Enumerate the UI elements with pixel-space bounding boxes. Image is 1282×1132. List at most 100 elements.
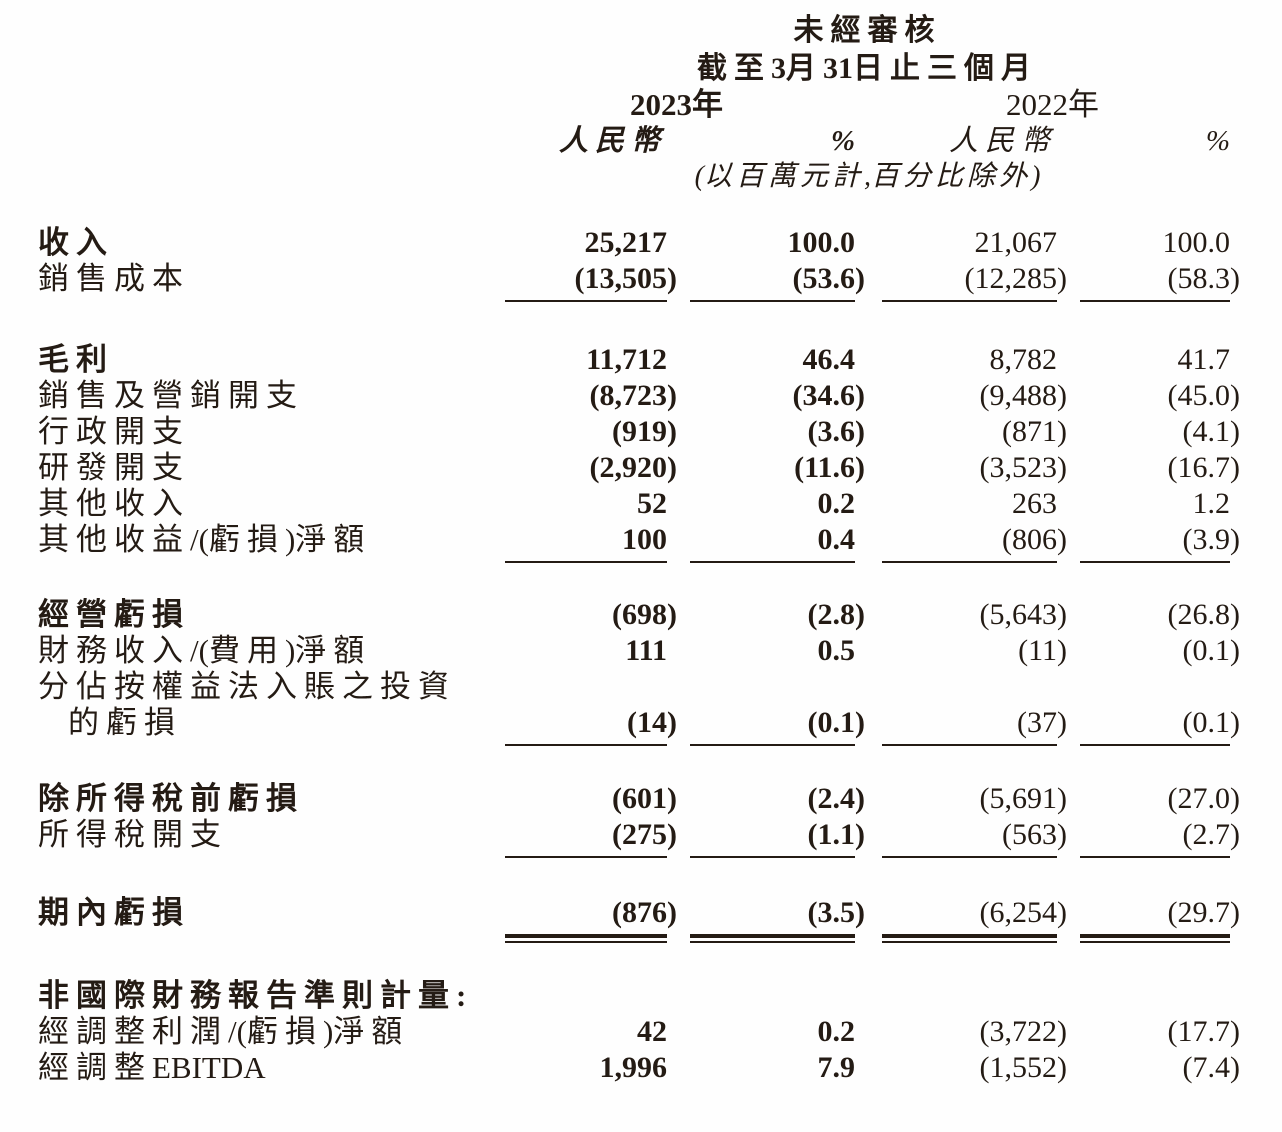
cell-2023-pct: (2.4) (807, 782, 866, 815)
unaudited-title: 未經審核 (793, 14, 942, 47)
row-label: 分佔按權益法入賬之投資 的虧損 (38, 669, 505, 741)
cell-2022-rmb: (11) (1018, 634, 1067, 667)
row-selling-marketing-expenses: 銷售及營銷開支 (8,723) (34.6) (9,488) (45.0) (38, 378, 1282, 414)
cell-2022-pct (1080, 978, 1230, 1014)
row-operating-loss: 經營虧損 (698) (2.8) (5,643) (26.8) (38, 597, 1282, 633)
row-adjusted-ebitda: 經調整EBITDA 1,996 7.9 (1,552) (7.4) (38, 1050, 1282, 1086)
cell-2023-pct: (3.5) (690, 895, 865, 943)
cell-2023-rmb: (13,505) (505, 261, 677, 302)
cell-2022-rmb: (3,722) (979, 1015, 1068, 1048)
cell-2022-pct: (4.1) (1182, 415, 1241, 448)
cell-2022-pct: (29.7) (1080, 895, 1240, 943)
cell-2023-pct: 7.9 (817, 1051, 856, 1084)
cell-2023-rmb: 1,996 (599, 1051, 668, 1084)
row-income-tax-expense: 所得稅開支 (275) (1.1) (563) (2.7) (38, 817, 1282, 858)
row-revenue: 收入 25,217 100.0 21,067 100.0 (38, 225, 1282, 261)
row-label: 其他收入 (38, 486, 190, 521)
row-label: 行政開支 (38, 414, 190, 449)
row-label: 所得稅開支 (38, 817, 228, 852)
row-label: 經調整利潤/(虧損)淨額 (38, 1014, 410, 1049)
col-header-pct-2023: % (830, 125, 855, 157)
cell-2023-pct: (1.1) (690, 817, 865, 858)
cell-2023-pct: (3.6) (807, 415, 866, 448)
cell-2022-rmb: (871) (1002, 415, 1067, 448)
cell-2023-pct: (0.1) (690, 705, 865, 746)
row-admin-expenses: 行政開支 (919) (3.6) (871) (4.1) (38, 414, 1282, 450)
row-other-income: 其他收入 52 0.2 263 1.2 (38, 486, 1282, 522)
cell-2022-pct: 100.0 (1162, 226, 1231, 259)
cell-2022-pct: (58.3) (1080, 261, 1240, 302)
row-finance-income-expense-net: 財務收入/(費用)淨額 111 0.5 (11) (0.1) (38, 633, 1282, 669)
cell-2023-pct: 100.0 (787, 226, 856, 259)
cell-2022-rmb: (9,488) (979, 379, 1068, 412)
cell-2022-pct: (27.0) (1167, 782, 1241, 815)
row-label: 毛利 (38, 342, 114, 377)
col-header-rmb-2023: 人民幣 (558, 125, 667, 157)
row-loss-before-income-tax: 除所得稅前虧損 (601) (2.4) (5,691) (27.0) (38, 781, 1282, 817)
row-rd-expenses: 研發開支 (2,920) (11.6) (3,523) (16.7) (38, 450, 1282, 486)
cell-2023-rmb: 11,712 (586, 343, 667, 376)
cell-2022-rmb: (563) (882, 817, 1067, 858)
unit-note: (以百萬元計,百分比除外) (694, 161, 1041, 192)
column-header-row: 人民幣 % 人民幣 % (505, 123, 1282, 159)
cell-2023-rmb: 42 (637, 1015, 667, 1048)
cell-2023-rmb (505, 978, 667, 1014)
row-label-line1: 分佔按權益法入賬之投資 (38, 669, 456, 704)
cell-2022-pct: (16.7) (1167, 451, 1241, 484)
cell-2022-pct: (0.1) (1182, 634, 1241, 667)
cell-2022-rmb (882, 978, 1057, 1014)
col-header-rmb-2022: 人民幣 (948, 125, 1057, 157)
cell-2022-rmb: (806) (882, 522, 1067, 563)
row-label: 研發開支 (38, 450, 190, 485)
col-header-pct-2022: % (1205, 125, 1230, 157)
cell-2022-pct: (3.9) (1080, 522, 1240, 563)
row-non-ifrs-measures-heading: 非國際財務報告準則計量: (38, 978, 1282, 1014)
row-label: 非國際財務報告準則計量: (38, 978, 467, 1013)
cell-2022-pct: (0.1) (1080, 705, 1240, 746)
cell-2022-pct: (26.8) (1167, 598, 1241, 631)
year-2022-header: 2022年 (1006, 87, 1106, 122)
cell-2022-rmb: (12,285) (882, 261, 1067, 302)
cell-2023-rmb: 100 (505, 522, 667, 563)
row-loss-for-the-period: 期內虧損 (876) (3.5) (6,254) (29.7) (38, 895, 1282, 943)
cell-2023-pct: 46.4 (802, 343, 856, 376)
cell-2023-pct: (11.6) (794, 451, 865, 484)
row-gross-profit: 毛利 11,712 46.4 8,782 41.7 (38, 342, 1282, 378)
cell-2023-rmb: 25,217 (584, 226, 668, 259)
cell-2023-pct: 0.5 (817, 634, 856, 667)
year-header-row: 2023年 2022年 (505, 87, 1282, 123)
row-share-of-losses-equity-method-investments: 分佔按權益法入賬之投資 的虧損 (14) (0.1) (37) (0.1) (38, 669, 1282, 746)
cell-2022-rmb: 8,782 (989, 343, 1058, 376)
cell-2022-pct: 1.2 (1192, 487, 1231, 520)
row-label: 收入 (38, 225, 114, 260)
cell-2023-rmb: (919) (612, 415, 677, 448)
cell-2023-rmb: (698) (612, 598, 677, 631)
row-label: 經調整EBITDA (38, 1050, 266, 1085)
row-label: 銷售及營銷開支 (38, 378, 304, 413)
row-adjusted-net-profit-loss: 經調整利潤/(虧損)淨額 42 0.2 (3,722) (17.7) (38, 1014, 1282, 1050)
cell-2022-rmb: (3,523) (979, 451, 1068, 484)
cell-2022-rmb: (1,552) (979, 1051, 1068, 1084)
row-label: 經營虧損 (38, 597, 190, 632)
row-label: 其他收益/(虧損)淨額 (38, 522, 372, 557)
cell-2023-pct: 0.4 (690, 522, 855, 563)
cell-2023-rmb: 52 (637, 487, 667, 520)
row-label: 銷售成本 (38, 261, 190, 296)
cell-2022-pct: (7.4) (1182, 1051, 1241, 1084)
cell-2022-rmb: (5,643) (979, 598, 1068, 631)
cell-2023-pct: (2.8) (807, 598, 866, 631)
cell-2022-pct: (45.0) (1167, 379, 1241, 412)
cell-2023-rmb: (8,723) (589, 379, 678, 412)
cell-2023-pct: (53.6) (690, 261, 865, 302)
row-label: 除所得稅前虧損 (38, 781, 304, 816)
cell-2022-pct: 41.7 (1177, 343, 1231, 376)
cell-2022-rmb: 263 (1012, 487, 1057, 520)
row-label: 期內虧損 (38, 895, 190, 930)
cell-2022-rmb: (6,254) (882, 895, 1067, 943)
year-2023-header: 2023年 (630, 87, 730, 122)
cell-2023-rmb: (14) (505, 705, 677, 746)
cell-2023-pct: 0.2 (817, 1015, 856, 1048)
cell-2022-rmb: 21,067 (974, 226, 1058, 259)
cell-2022-rmb: (5,691) (979, 782, 1068, 815)
